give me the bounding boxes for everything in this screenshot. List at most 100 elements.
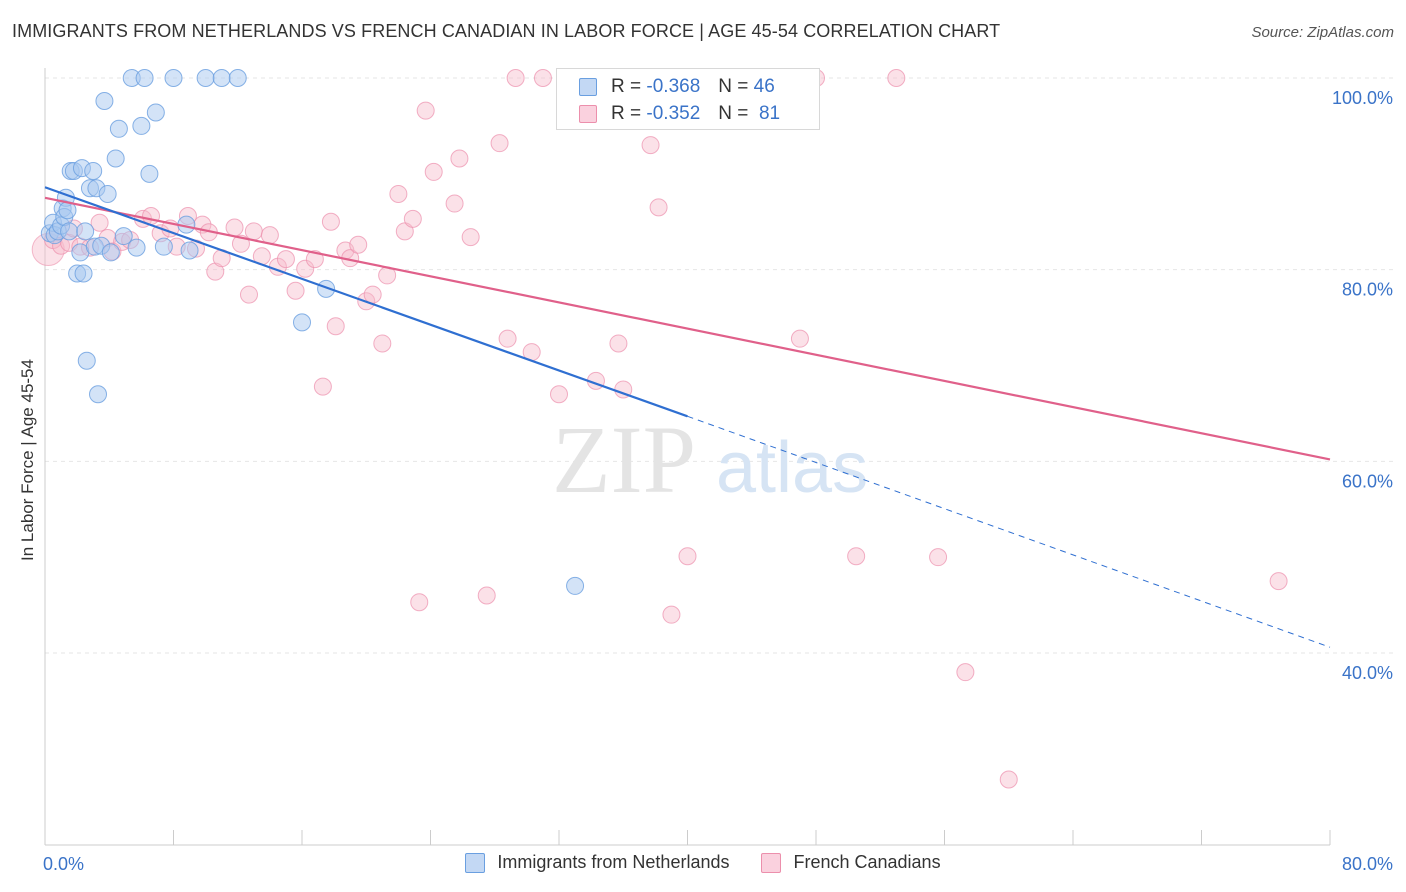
legend-item-french-canadians[interactable]: French Canadians — [761, 852, 941, 873]
trend-line-netherlands — [44, 186, 688, 418]
data-point — [929, 548, 948, 567]
data-point — [276, 250, 295, 269]
legend-r-value: -0.352 — [646, 103, 701, 124]
data-point — [445, 194, 464, 213]
data-point — [506, 69, 525, 87]
data-point — [106, 149, 125, 168]
data-point — [212, 69, 231, 87]
data-point — [95, 92, 114, 110]
data-point — [999, 770, 1018, 789]
data-point — [154, 237, 173, 256]
correlation-legend: R = -0.368 N = 46 R = -0.352 N = 81 — [556, 68, 820, 130]
legend-n-label: N = — [718, 103, 749, 124]
grid-lines — [45, 77, 1393, 654]
legend-r-label: R = — [611, 76, 642, 97]
data-point — [146, 103, 165, 122]
data-point — [101, 243, 120, 262]
data-point — [293, 313, 311, 332]
data-point — [84, 161, 103, 180]
watermark: ZIP atlas — [552, 406, 868, 513]
y-tick-label: 100.0% — [1332, 88, 1393, 108]
data-point — [490, 134, 509, 153]
data-point — [89, 385, 108, 404]
axes — [44, 68, 1331, 846]
data-point — [127, 238, 146, 257]
data-point — [349, 235, 368, 254]
data-point — [109, 119, 128, 138]
data-point — [956, 663, 975, 682]
data-point — [114, 227, 133, 246]
legend-n-value: 46 — [753, 76, 775, 97]
data-point — [649, 198, 668, 217]
data-point — [550, 385, 568, 404]
legend-label-netherlands: Immigrants from Netherlands — [497, 852, 730, 872]
series-immigrants-netherlands — [40, 69, 585, 595]
data-point — [77, 351, 96, 370]
data-point — [132, 116, 151, 135]
legend-n-value: 81 — [758, 103, 781, 124]
data-point — [461, 228, 480, 247]
data-point — [1269, 572, 1288, 591]
data-point — [678, 547, 697, 566]
data-point — [662, 605, 681, 624]
legend-swatch-blue — [579, 78, 597, 96]
data-point — [244, 222, 263, 241]
series-legend: Immigrants from Netherlands French Canad… — [0, 852, 1406, 873]
data-point — [363, 285, 382, 304]
x-tick-label: 80.0% — [1342, 854, 1393, 874]
legend-item-netherlands[interactable]: Immigrants from Netherlands — [465, 852, 729, 873]
data-point — [389, 184, 408, 203]
data-point — [225, 218, 244, 237]
y-tick-label: 40.0% — [1342, 663, 1393, 683]
data-point — [76, 222, 95, 241]
data-point — [566, 576, 585, 595]
tick-labels: 40.0% 60.0% 80.0% 100.0% 0.0% 80.0% — [43, 88, 1393, 874]
data-point — [90, 213, 109, 232]
chart-title: IMMIGRANTS FROM NETHERLANDS VS FRENCH CA… — [12, 21, 1001, 41]
trend-line-french-canadians — [44, 196, 1331, 461]
legend-n-label: N = — [718, 76, 749, 97]
legend-r-value: -0.368 — [646, 76, 701, 97]
data-point — [60, 222, 79, 241]
data-point — [477, 586, 496, 605]
data-point — [180, 241, 199, 260]
y-tick-label: 60.0% — [1342, 471, 1393, 491]
data-point — [74, 264, 93, 283]
data-point — [135, 69, 154, 87]
legend-row-french-canadians: R = -0.352 N = 81 — [579, 102, 780, 126]
data-point — [609, 334, 628, 353]
data-point — [790, 329, 809, 348]
data-point — [887, 69, 906, 87]
y-tick-label: 80.0% — [1342, 280, 1393, 300]
x-tick-label: 0.0% — [43, 854, 84, 874]
data-point — [847, 547, 866, 566]
legend-label-french-canadians: French Canadians — [793, 852, 941, 872]
data-point — [321, 212, 340, 231]
watermark-zip: ZIP — [552, 406, 696, 513]
data-point — [450, 149, 469, 168]
data-point — [403, 209, 422, 228]
data-point — [296, 259, 315, 278]
data-point — [641, 136, 660, 155]
data-point — [305, 250, 324, 269]
watermark-atlas: atlas — [716, 428, 868, 508]
data-point — [286, 281, 305, 300]
data-point — [164, 69, 183, 87]
data-point — [326, 317, 345, 336]
data-point — [498, 329, 517, 348]
data-point — [313, 377, 332, 396]
data-point — [228, 69, 247, 87]
data-point — [98, 184, 117, 203]
legend-swatch-pink — [579, 105, 597, 123]
data-point — [533, 69, 552, 87]
legend-swatch-blue — [465, 852, 486, 873]
data-point — [260, 226, 279, 245]
data-point — [424, 162, 443, 181]
data-point — [317, 279, 336, 298]
legend-swatch-pink — [761, 852, 782, 873]
data-point — [410, 593, 429, 612]
trend-line-netherlands-extension — [687, 415, 1331, 648]
data-point — [239, 285, 258, 304]
data-point — [373, 334, 392, 353]
